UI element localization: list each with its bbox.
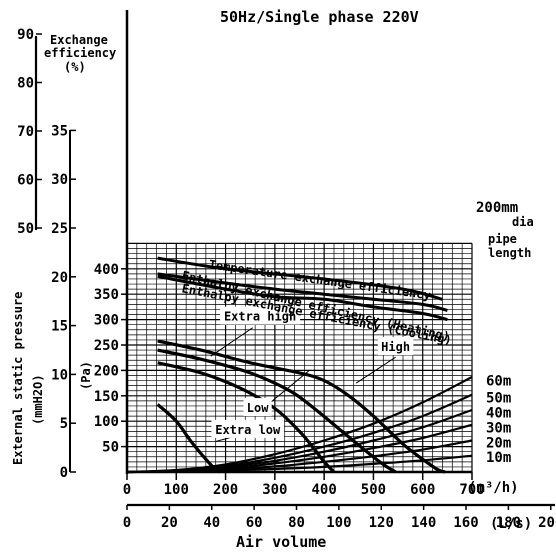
efficiency-label-line3: (%) (64, 60, 86, 74)
x-tick-label-m3h: 300 (262, 482, 287, 498)
x-tick-label-ls: 180 (496, 515, 521, 531)
y-tick-label-mmh2o: 5 (60, 416, 68, 432)
pa-label: (Pa) (79, 361, 93, 390)
chart-axes (34, 10, 555, 507)
x-tick-label-m3h: 100 (164, 482, 189, 498)
fan-curve-high (157, 348, 397, 474)
x-tick-label-m3h: 0 (123, 482, 131, 498)
fan-label-leader (210, 327, 253, 357)
x-tick-label-ls: 100 (326, 515, 351, 531)
pipe-length-header: 200mm dia pipe length (476, 200, 534, 260)
fan-label-bg (220, 306, 301, 325)
fan-label-low: Low (247, 401, 269, 415)
fan-curve-extra-high (157, 339, 446, 474)
y-tick-label-mmh2o: 0 (60, 465, 68, 481)
y-tick-label-pa: 200 (94, 363, 119, 379)
x-tick-label-ls: 160 (453, 515, 478, 531)
y-tick-label-mmh2o: 35 (51, 123, 68, 139)
y-tick-label-pa: 400 (94, 262, 119, 278)
x-axis-label: Air volume (236, 533, 326, 551)
x-tick-label-m3h: 500 (361, 482, 386, 498)
pipe-curve-10m (126, 454, 473, 474)
y-tick-label-efficiency: 90 (17, 27, 34, 43)
pipe-label-10m: 10m (486, 450, 511, 466)
pipe-label-20m: 20m (486, 436, 511, 452)
x-tick-label-m3h: 200 (213, 482, 238, 498)
x-tick-label-m3h: 600 (410, 482, 435, 498)
mmh2o-label: (mmH2O) (31, 374, 45, 425)
x-unit-ls: (L/s) (490, 516, 532, 532)
fan-label-high: High (381, 340, 410, 354)
chart-title: 50Hz/Single phase 220V (220, 8, 419, 26)
pipe-label-60m: 60m (486, 374, 511, 390)
y-tick-label-mmh2o: 10 (51, 367, 68, 383)
fan-label-leader (355, 356, 396, 384)
pipe-header-line2: dia (512, 215, 534, 229)
x-tick-label-ls: 80 (288, 515, 305, 531)
y-tick-label-pa: 300 (94, 313, 119, 329)
pipe-curve-40m (126, 408, 473, 474)
x-tick-label-ls: 120 (369, 515, 394, 531)
x-tick-label-m3h: 700 (459, 482, 484, 498)
y-tick-label-mmh2o: 25 (51, 221, 68, 237)
x-tick-label-ls: 40 (203, 515, 220, 531)
y-tick-label-pa: 100 (94, 414, 119, 430)
efficiency-curves: Temperature exchange efficiencyEnthalpy … (157, 256, 453, 347)
x-tick-label-ls: 20 (161, 515, 178, 531)
y-tick-label-mmh2o: 30 (51, 172, 68, 188)
x-tick-label-ls: 140 (411, 515, 436, 531)
pipe-label-50m: 50m (486, 390, 511, 406)
efficiency-label-line1: Exchange (50, 33, 108, 47)
pipe-header-line1: 200mm (476, 200, 518, 216)
x-tick-label-ls: 0 (123, 515, 131, 531)
x-unit-m3h: (m³/h) (468, 480, 519, 496)
fan-curves: Extra high High Low Extra low (156, 306, 446, 474)
y-tick-label-efficiency: 60 (17, 173, 34, 189)
fan-curve-extra-low (156, 403, 222, 474)
fan-curve-low (157, 361, 336, 474)
x-tick-label-ls: 60 (246, 515, 263, 531)
fan-label-bg (377, 337, 414, 356)
pipe-label-40m: 40m (486, 406, 511, 422)
efficiency-curve-enthalpy-exchange-efficiency-heating (157, 272, 448, 312)
y-tick-label-mmh2o: 15 (51, 319, 68, 335)
x-tick-label-ls: 200 (538, 515, 556, 531)
efficiency-curve-temperature-exchange-efficiency (157, 256, 443, 301)
pipe-header-line4: length (488, 246, 531, 260)
y-tick-label-efficiency: 50 (17, 221, 34, 237)
efficiency-label-line2: efficiency (44, 46, 116, 60)
fan-label-bg (211, 419, 285, 438)
fan-label-bg (243, 398, 272, 417)
y-tick-label-pa: 350 (94, 287, 119, 303)
fan-label-leader (264, 370, 310, 408)
pipe-label-30m: 30m (486, 420, 511, 436)
y-tick-label-efficiency: 70 (17, 124, 34, 140)
efficiency-curve-enthalpy-exchange-efficiency-cooling (157, 274, 448, 322)
static-pressure-label: External static pressure (11, 292, 25, 465)
y-tick-label-efficiency: 80 (17, 76, 34, 92)
efficiency-axis-label: Exchange efficiency (%) (44, 33, 116, 74)
fan-label-extra-low: Extra low (215, 423, 281, 437)
y-tick-label-pa: 250 (94, 338, 119, 354)
y-tick-label-pa: 150 (94, 389, 119, 405)
pipe-header-line3: pipe (488, 232, 517, 246)
y-tick-label-pa: 50 (102, 440, 119, 456)
fan-label-extra-high: Extra high (224, 310, 296, 324)
y-tick-label-mmh2o: 20 (51, 270, 68, 286)
x-tick-label-m3h: 400 (311, 482, 336, 498)
